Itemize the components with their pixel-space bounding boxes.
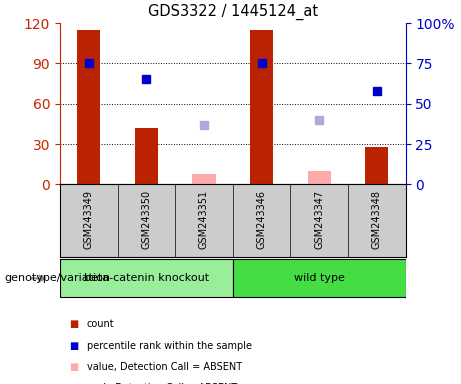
Text: GSM243347: GSM243347: [314, 190, 324, 249]
Text: percentile rank within the sample: percentile rank within the sample: [87, 341, 252, 351]
Text: wild type: wild type: [294, 273, 345, 283]
Text: beta-catenin knockout: beta-catenin knockout: [84, 273, 209, 283]
Bar: [365, 147, 388, 184]
Text: GSM243351: GSM243351: [199, 190, 209, 249]
Text: GSM243348: GSM243348: [372, 190, 382, 249]
Text: ■: ■: [69, 341, 78, 351]
Bar: [60, 260, 233, 297]
Bar: [250, 30, 273, 184]
Text: rank, Detection Call = ABSENT: rank, Detection Call = ABSENT: [87, 383, 237, 384]
Bar: [308, 171, 331, 184]
Bar: [77, 30, 100, 184]
Text: GSM243349: GSM243349: [84, 190, 94, 249]
Text: ■: ■: [69, 362, 78, 372]
Bar: [135, 128, 158, 184]
Text: value, Detection Call = ABSENT: value, Detection Call = ABSENT: [87, 362, 242, 372]
Text: genotype/variation: genotype/variation: [5, 273, 111, 283]
Text: GSM243346: GSM243346: [257, 190, 266, 249]
Text: ■: ■: [69, 383, 78, 384]
Text: GSM243350: GSM243350: [142, 190, 151, 249]
Bar: [233, 260, 406, 297]
Bar: [193, 174, 216, 184]
Text: count: count: [87, 319, 114, 329]
Title: GDS3322 / 1445124_at: GDS3322 / 1445124_at: [148, 4, 318, 20]
Text: ■: ■: [69, 319, 78, 329]
